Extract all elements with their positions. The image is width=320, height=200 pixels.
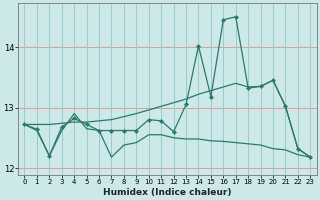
X-axis label: Humidex (Indice chaleur): Humidex (Indice chaleur) <box>103 188 232 197</box>
